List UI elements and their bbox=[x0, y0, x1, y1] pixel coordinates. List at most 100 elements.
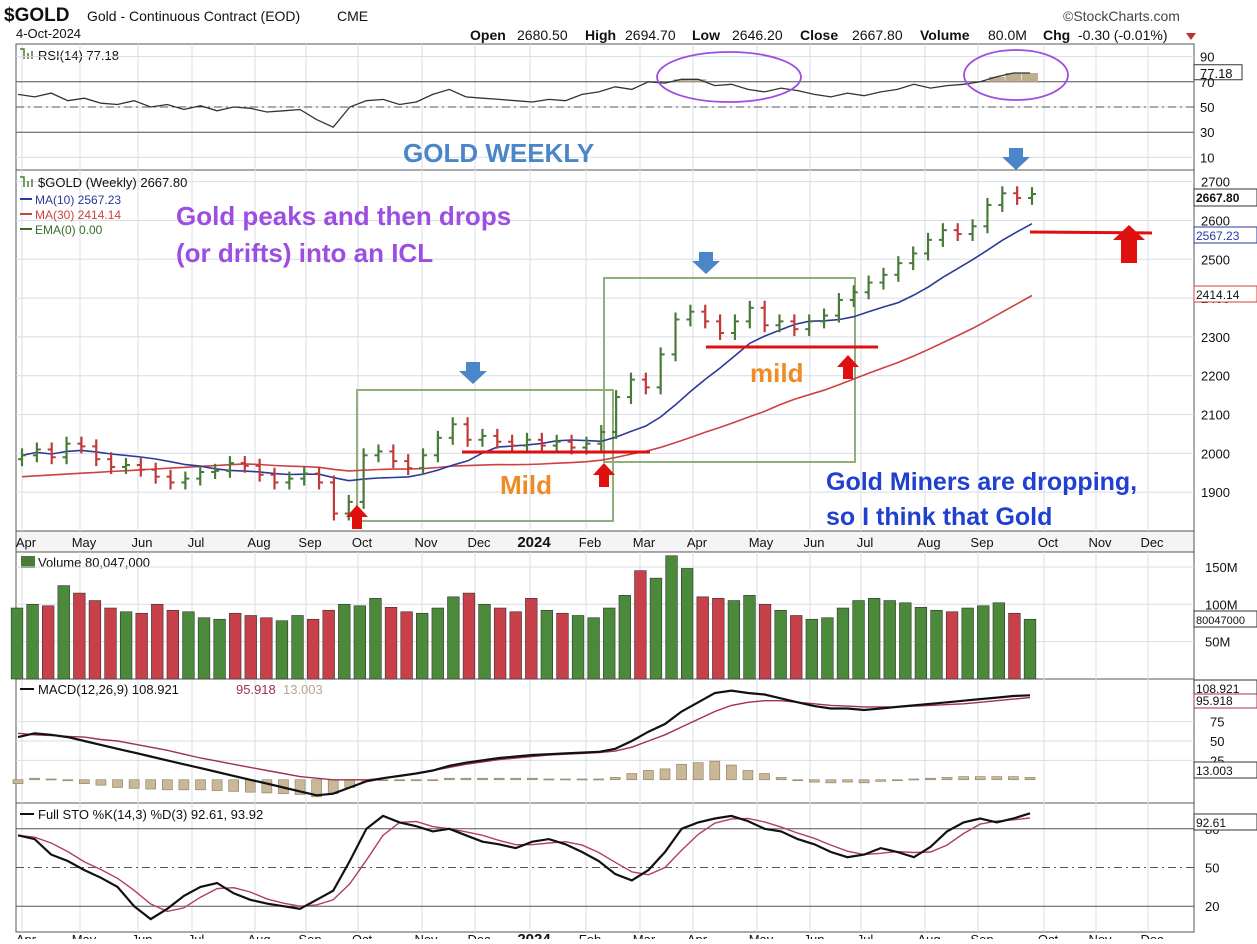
volume-bar bbox=[26, 603, 39, 680]
price-bar bbox=[433, 430, 442, 463]
volume-bar bbox=[197, 617, 211, 680]
peaks-annotation-line2: (or drifts) into an ICL bbox=[176, 238, 433, 268]
volume-bar bbox=[182, 611, 195, 680]
volume-bar bbox=[540, 609, 554, 680]
price-tick-label: 2200 bbox=[1201, 369, 1230, 384]
high-label: High bbox=[585, 27, 616, 43]
price-bar bbox=[478, 428, 487, 447]
close-value-box bbox=[1193, 188, 1257, 207]
price-bar bbox=[181, 471, 190, 490]
volume-bar bbox=[57, 585, 70, 680]
price-date-tick: Sep bbox=[298, 535, 321, 550]
ma30-value-tag: 2414.14 bbox=[1196, 288, 1240, 302]
low-arrow-icon-4 bbox=[1113, 225, 1145, 263]
volume-bar bbox=[338, 603, 351, 680]
price-bar bbox=[92, 439, 101, 467]
ema-legend: EMA(0) 0.00 bbox=[35, 223, 103, 237]
macd-hist-bar bbox=[228, 779, 239, 792]
sto-value-tag: 92.61 bbox=[1196, 816, 1226, 830]
price-bar bbox=[389, 444, 398, 469]
price-date-tick: Aug bbox=[247, 535, 270, 550]
price-bar bbox=[463, 417, 472, 447]
price-bar bbox=[270, 467, 279, 490]
price-date-tick: Mar bbox=[633, 535, 656, 550]
price-date-tick: Dec bbox=[1140, 535, 1164, 550]
volume-bar bbox=[509, 611, 522, 680]
volume-bar bbox=[119, 611, 133, 680]
rsi-tick-label: 90 bbox=[1200, 50, 1214, 65]
volume-bar bbox=[353, 605, 367, 680]
price-tick-label: 2000 bbox=[1201, 446, 1230, 461]
volume-value: 80.0M bbox=[988, 27, 1027, 43]
macd-hist-bar bbox=[709, 760, 721, 781]
low-arrow-icon-2 bbox=[593, 463, 615, 487]
price-bar bbox=[790, 314, 799, 337]
price-date-tick: Dec bbox=[467, 535, 491, 550]
price-bar bbox=[211, 463, 220, 479]
price-bar bbox=[107, 452, 116, 474]
date-axis-strip bbox=[15, 530, 1195, 553]
macd-hist-bar bbox=[875, 779, 886, 782]
macd-hist-bar bbox=[609, 777, 621, 781]
chg-label: Chg bbox=[1043, 27, 1070, 43]
volume-value-tag: 80047000 bbox=[1196, 615, 1245, 627]
ma10-value-box bbox=[1193, 226, 1257, 244]
peak-arrow-icon-2 bbox=[692, 252, 720, 274]
volume-bar bbox=[930, 609, 943, 680]
volume-bar bbox=[790, 615, 803, 680]
sto-date-tick: Aug bbox=[917, 932, 940, 939]
macd-hist-bar bbox=[941, 777, 953, 781]
sto-date-tick: Jun bbox=[804, 932, 825, 939]
volume-tick-label: 100M bbox=[1205, 597, 1238, 612]
macd-hist-bar bbox=[626, 773, 638, 781]
price-bar bbox=[849, 285, 858, 308]
signal-legend: 95.918 bbox=[236, 682, 276, 697]
macd-line bbox=[17, 689, 1031, 797]
sto-d-line bbox=[17, 817, 1031, 913]
price-bar bbox=[523, 432, 531, 453]
volume-label: Volume bbox=[920, 27, 970, 43]
rsi-highlight-ellipse-2 bbox=[963, 49, 1069, 101]
volume-bar bbox=[712, 598, 725, 680]
rsi-line bbox=[17, 72, 1030, 128]
volume-bar bbox=[603, 607, 616, 680]
price-bar bbox=[404, 454, 413, 476]
price-date-tick: Apr bbox=[16, 535, 37, 550]
price-date-tick: Nov bbox=[414, 535, 438, 550]
macd-hist-bar bbox=[842, 779, 853, 783]
sto-tick-label: 20 bbox=[1205, 899, 1219, 914]
volume-panel: Volume 80,047,000 150M 100M 50M 80047000 bbox=[10, 555, 1257, 680]
macd-hist-bar bbox=[692, 762, 704, 781]
mild-label-2: mild bbox=[750, 358, 803, 388]
price-bar bbox=[864, 275, 873, 300]
macd-hist-bar bbox=[29, 777, 40, 781]
macd-hist-bar bbox=[759, 773, 770, 781]
macd-hist-bar bbox=[294, 779, 306, 795]
volume-bar bbox=[852, 600, 865, 680]
price-tick-label: 2500 bbox=[1201, 252, 1230, 267]
volume-bar bbox=[743, 595, 756, 680]
volume-bar bbox=[883, 600, 896, 680]
volume-bar bbox=[229, 612, 242, 680]
macd-hist-bar bbox=[974, 776, 986, 781]
macd-hist-bar bbox=[1008, 776, 1019, 781]
macd-hist-bar bbox=[809, 779, 820, 783]
price-panel: 270026002500240023002200210020001900 Apr… bbox=[16, 138, 1257, 551]
close-value-tag: 2667.80 bbox=[1196, 191, 1240, 205]
rsi-tick-label: 50 bbox=[1200, 100, 1214, 115]
macd-hist-bar bbox=[726, 764, 737, 781]
macd-hist-bar bbox=[676, 763, 687, 781]
price-bar bbox=[196, 465, 205, 486]
macd-hist-bar bbox=[12, 779, 24, 784]
macd-hist-bar bbox=[643, 770, 654, 781]
price-bar bbox=[968, 219, 977, 242]
price-bar bbox=[701, 304, 710, 329]
macd-hist-bar bbox=[908, 778, 920, 781]
macd-tick-label: 75 bbox=[1210, 715, 1224, 730]
macd-hist-bar bbox=[543, 778, 555, 781]
price-date-tick: Sep bbox=[970, 535, 993, 550]
chg-down-icon bbox=[1186, 33, 1196, 40]
macd-series bbox=[17, 689, 1031, 797]
volume-bar bbox=[10, 607, 24, 680]
